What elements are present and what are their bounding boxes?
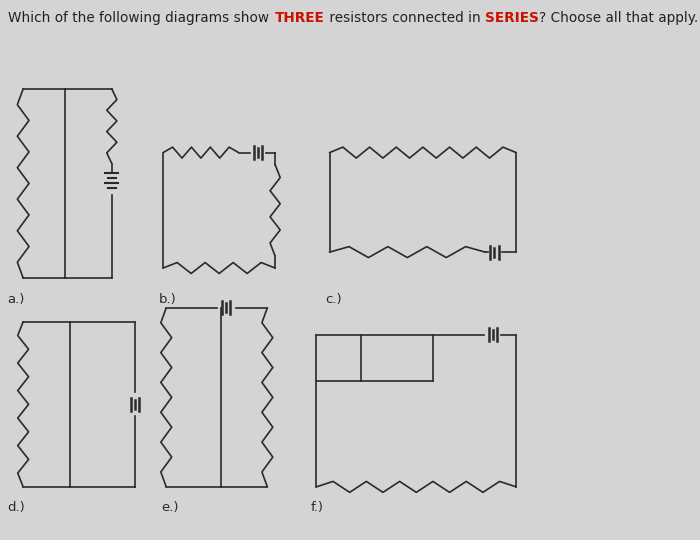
Text: e.): e.): [162, 501, 179, 514]
Text: c.): c.): [325, 293, 342, 306]
Text: b.): b.): [158, 293, 176, 306]
Text: resistors connected in: resistors connected in: [325, 11, 484, 25]
Text: d.): d.): [8, 501, 25, 514]
Text: ? Choose all that apply.: ? Choose all that apply.: [539, 11, 699, 25]
Text: THREE: THREE: [274, 11, 324, 25]
Text: SERIES: SERIES: [485, 11, 539, 25]
Text: Which of the following diagrams show: Which of the following diagrams show: [8, 11, 274, 25]
Text: f.): f.): [311, 501, 324, 514]
Text: a.): a.): [8, 293, 25, 306]
